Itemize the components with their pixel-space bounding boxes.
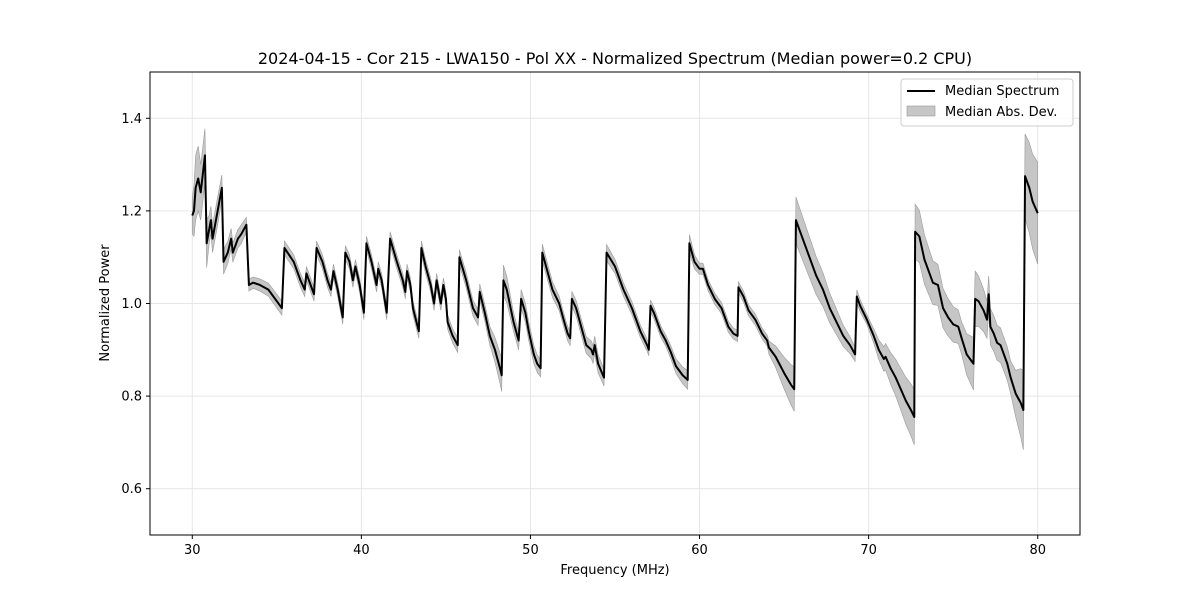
x-axis-label: Frequency (MHz)	[560, 563, 669, 578]
axis-ticks: 30 40 50 60 70 80 0.6 0.8 1.0 1.2 1.4	[121, 112, 1046, 558]
x-tick-label: 50	[522, 543, 539, 558]
y-tick-label: 1.2	[121, 204, 142, 219]
median-spectrum-line	[191, 154, 1039, 418]
x-tick-label: 60	[691, 543, 708, 558]
x-tick-label: 80	[1029, 543, 1046, 558]
x-tick-label: 40	[353, 543, 370, 558]
chart-title: 2024-04-15 - Cor 215 - LWA150 - Pol XX -…	[258, 49, 972, 68]
legend-box	[900, 78, 1074, 127]
legend-median-label: Median Spectrum	[945, 84, 1059, 99]
mad-band	[191, 128, 1039, 450]
y-tick-label: 1.4	[121, 112, 142, 127]
y-tick-label: 0.8	[121, 390, 142, 405]
legend-mad-swatch	[906, 105, 936, 117]
legend: Median Spectrum Median Abs. Dev.	[900, 78, 1074, 127]
x-tick-label: 30	[184, 543, 201, 558]
x-tick-label: 70	[860, 543, 877, 558]
legend-mad-label: Median Abs. Dev.	[945, 105, 1057, 120]
y-tick-label: 0.6	[121, 482, 142, 497]
y-axis-label: Normalized Power	[98, 244, 113, 362]
y-tick-label: 1.0	[121, 297, 142, 312]
